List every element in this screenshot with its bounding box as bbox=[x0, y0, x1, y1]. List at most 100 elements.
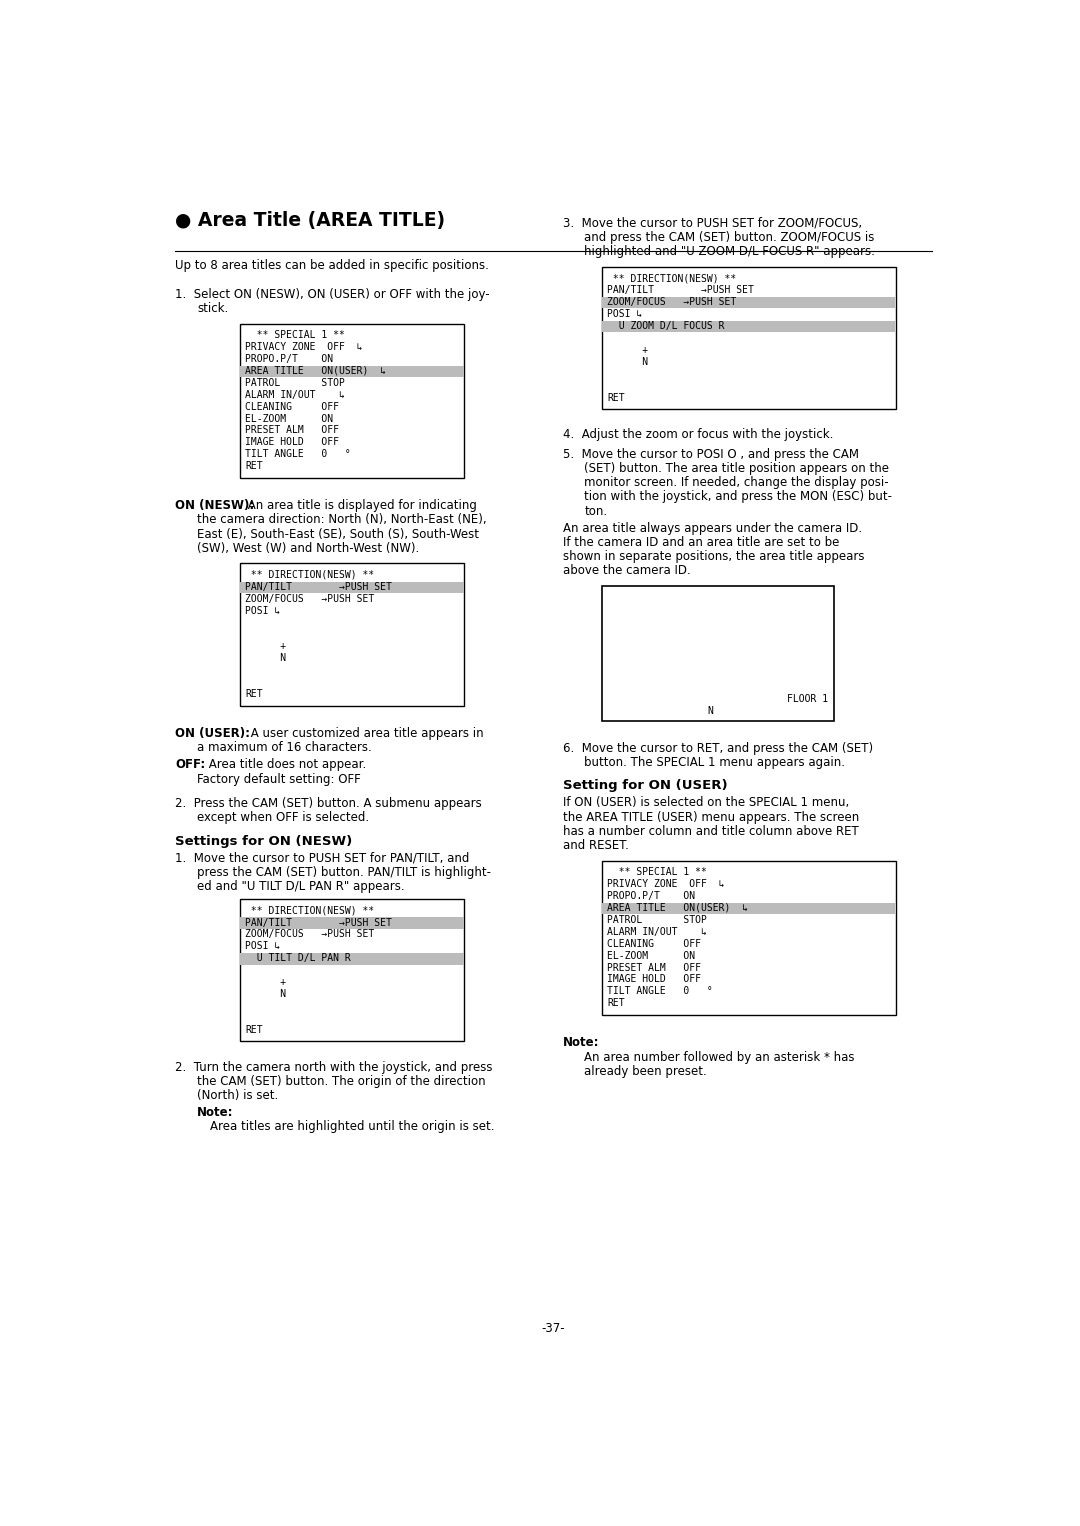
Text: N: N bbox=[245, 989, 286, 1000]
Text: A user customized area title appears in: A user customized area title appears in bbox=[246, 726, 483, 740]
Text: and press the CAM (SET) button. ZOOM/FOCUS is: and press the CAM (SET) button. ZOOM/FOC… bbox=[584, 232, 875, 244]
Text: 2.  Turn the camera north with the joystick, and press: 2. Turn the camera north with the joysti… bbox=[175, 1061, 492, 1073]
Text: Settings for ON (NESW): Settings for ON (NESW) bbox=[175, 835, 352, 847]
Text: EL-ZOOM      ON: EL-ZOOM ON bbox=[607, 951, 696, 961]
Text: 2.  Press the CAM (SET) button. A submenu appears: 2. Press the CAM (SET) button. A submenu… bbox=[175, 797, 482, 810]
Text: PRESET ALM   OFF: PRESET ALM OFF bbox=[245, 426, 339, 435]
Text: PRIVACY ZONE  OFF  ↳: PRIVACY ZONE OFF ↳ bbox=[245, 342, 363, 353]
Text: AREA TITLE   ON(USER)  ↳: AREA TITLE ON(USER) ↳ bbox=[245, 366, 386, 375]
FancyBboxPatch shape bbox=[240, 899, 464, 1041]
Text: TILT ANGLE   0   °: TILT ANGLE 0 ° bbox=[607, 986, 713, 996]
Text: PAN/TILT        →PUSH SET: PAN/TILT →PUSH SET bbox=[245, 581, 392, 592]
Text: the CAM (SET) button. The origin of the direction: the CAM (SET) button. The origin of the … bbox=[197, 1074, 486, 1088]
Text: PRIVACY ZONE  OFF  ↳: PRIVACY ZONE OFF ↳ bbox=[607, 879, 725, 890]
Text: POSI ↳: POSI ↳ bbox=[245, 942, 281, 951]
Text: tion with the joystick, and press the MON (ESC) but-: tion with the joystick, and press the MO… bbox=[584, 490, 892, 504]
Bar bbox=[241, 917, 463, 929]
Text: Setting for ON (USER): Setting for ON (USER) bbox=[563, 780, 728, 792]
Text: except when OFF is selected.: except when OFF is selected. bbox=[197, 812, 369, 824]
Text: the AREA TITLE (USER) menu appears. The screen: the AREA TITLE (USER) menu appears. The … bbox=[563, 810, 859, 824]
Text: ALARM IN/OUT    ↳: ALARM IN/OUT ↳ bbox=[245, 389, 345, 400]
Text: has a number column and title column above RET: has a number column and title column abo… bbox=[563, 826, 859, 838]
Text: (North) is set.: (North) is set. bbox=[197, 1090, 279, 1102]
Text: An area title always appears under the camera ID.: An area title always appears under the c… bbox=[563, 522, 862, 534]
Text: ZOOM/FOCUS   →PUSH SET: ZOOM/FOCUS →PUSH SET bbox=[245, 929, 375, 940]
Text: 4.  Adjust the zoom or focus with the joystick.: 4. Adjust the zoom or focus with the joy… bbox=[563, 429, 833, 441]
Text: (SET) button. The area title position appears on the: (SET) button. The area title position ap… bbox=[584, 462, 890, 475]
Text: ZOOM/FOCUS   →PUSH SET: ZOOM/FOCUS →PUSH SET bbox=[245, 594, 375, 604]
Text: PAN/TILT        →PUSH SET: PAN/TILT →PUSH SET bbox=[607, 285, 754, 296]
Text: RET: RET bbox=[245, 1025, 262, 1035]
Text: If ON (USER) is selected on the SPECIAL 1 menu,: If ON (USER) is selected on the SPECIAL … bbox=[563, 797, 849, 809]
Text: U TILT D/L PAN R: U TILT D/L PAN R bbox=[245, 954, 351, 963]
Text: ** DIRECTION(NESW) **: ** DIRECTION(NESW) ** bbox=[245, 905, 375, 916]
Text: and RESET.: and RESET. bbox=[563, 839, 629, 852]
Bar bbox=[603, 903, 895, 914]
Text: ● Area Title (AREA TITLE): ● Area Title (AREA TITLE) bbox=[175, 211, 445, 230]
Text: Note:: Note: bbox=[197, 1106, 233, 1119]
Text: N: N bbox=[707, 707, 713, 716]
Text: PRESET ALM   OFF: PRESET ALM OFF bbox=[607, 963, 701, 972]
Text: RET: RET bbox=[607, 392, 624, 403]
Text: ON (NESW):: ON (NESW): bbox=[175, 499, 255, 513]
Text: ton.: ton. bbox=[584, 505, 608, 517]
Text: 3.  Move the cursor to PUSH SET for ZOOM/FOCUS,: 3. Move the cursor to PUSH SET for ZOOM/… bbox=[563, 217, 862, 230]
Text: CLEANING     OFF: CLEANING OFF bbox=[245, 401, 339, 412]
Text: AREA TITLE   ON(USER)  ↳: AREA TITLE ON(USER) ↳ bbox=[607, 903, 748, 913]
Text: -37-: -37- bbox=[542, 1322, 565, 1335]
Text: ed and "U TILT D/L PAN R" appears.: ed and "U TILT D/L PAN R" appears. bbox=[197, 881, 405, 893]
Bar bbox=[241, 366, 463, 377]
Text: POSI ↳: POSI ↳ bbox=[607, 310, 643, 319]
Text: Note:: Note: bbox=[563, 1036, 599, 1050]
Text: PATROL       STOP: PATROL STOP bbox=[245, 378, 345, 388]
Text: already been preset.: already been preset. bbox=[584, 1065, 707, 1077]
Text: monitor screen. If needed, change the display posi-: monitor screen. If needed, change the di… bbox=[584, 476, 889, 490]
Text: East (E), South-East (SE), South (S), South-West: East (E), South-East (SE), South (S), So… bbox=[197, 528, 480, 540]
FancyBboxPatch shape bbox=[240, 324, 464, 478]
Text: CLEANING     OFF: CLEANING OFF bbox=[607, 938, 701, 949]
Text: +: + bbox=[607, 345, 648, 356]
Text: a maximum of 16 characters.: a maximum of 16 characters. bbox=[197, 742, 372, 754]
Text: 1.  Select ON (NESW), ON (USER) or OFF with the joy-: 1. Select ON (NESW), ON (USER) or OFF wi… bbox=[175, 288, 490, 301]
FancyBboxPatch shape bbox=[602, 267, 896, 409]
Text: PAN/TILT        →PUSH SET: PAN/TILT →PUSH SET bbox=[245, 917, 392, 928]
Text: OFF:: OFF: bbox=[175, 758, 205, 771]
Text: FLOOR 1: FLOOR 1 bbox=[786, 694, 828, 703]
Text: PROPO.P/T    ON: PROPO.P/T ON bbox=[245, 354, 333, 363]
Text: ON (USER):: ON (USER): bbox=[175, 726, 251, 740]
Text: RET: RET bbox=[245, 461, 262, 472]
Text: 1.  Move the cursor to PUSH SET for PAN/TILT, and: 1. Move the cursor to PUSH SET for PAN/T… bbox=[175, 852, 470, 865]
Text: +: + bbox=[245, 641, 286, 652]
Text: If the camera ID and an area title are set to be: If the camera ID and an area title are s… bbox=[563, 536, 839, 549]
Text: (SW), West (W) and North-West (NW).: (SW), West (W) and North-West (NW). bbox=[197, 542, 419, 555]
Bar bbox=[241, 954, 463, 964]
Text: press the CAM (SET) button. PAN/TILT is highlight-: press the CAM (SET) button. PAN/TILT is … bbox=[197, 865, 491, 879]
Text: IMAGE HOLD   OFF: IMAGE HOLD OFF bbox=[607, 975, 701, 984]
Text: ZOOM/FOCUS   →PUSH SET: ZOOM/FOCUS →PUSH SET bbox=[607, 298, 737, 307]
Bar bbox=[603, 298, 895, 308]
Text: button. The SPECIAL 1 menu appears again.: button. The SPECIAL 1 menu appears again… bbox=[584, 757, 846, 769]
Bar bbox=[603, 320, 895, 333]
Text: highlighted and "U ZOOM D/L FOCUS R" appears.: highlighted and "U ZOOM D/L FOCUS R" app… bbox=[584, 246, 876, 258]
Bar bbox=[241, 581, 463, 594]
FancyBboxPatch shape bbox=[240, 563, 464, 705]
Text: PROPO.P/T    ON: PROPO.P/T ON bbox=[607, 891, 696, 900]
Text: N: N bbox=[607, 357, 648, 366]
Text: ALARM IN/OUT    ↳: ALARM IN/OUT ↳ bbox=[607, 926, 706, 937]
FancyBboxPatch shape bbox=[602, 586, 834, 720]
Text: ** DIRECTION(NESW) **: ** DIRECTION(NESW) ** bbox=[245, 569, 375, 580]
Text: EL-ZOOM      ON: EL-ZOOM ON bbox=[245, 414, 333, 424]
Text: stick.: stick. bbox=[197, 302, 228, 314]
Text: +: + bbox=[245, 977, 286, 987]
Text: Area title does not appear.: Area title does not appear. bbox=[205, 758, 366, 771]
Text: An area title is displayed for indicating: An area title is displayed for indicatin… bbox=[243, 499, 476, 513]
Text: PATROL       STOP: PATROL STOP bbox=[607, 914, 706, 925]
FancyBboxPatch shape bbox=[602, 861, 896, 1015]
Text: An area number followed by an asterisk * has: An area number followed by an asterisk *… bbox=[584, 1050, 855, 1064]
Text: ** SPECIAL 1 **: ** SPECIAL 1 ** bbox=[245, 330, 345, 340]
Text: ** DIRECTION(NESW) **: ** DIRECTION(NESW) ** bbox=[607, 273, 737, 284]
Text: N: N bbox=[245, 653, 286, 664]
Text: 6.  Move the cursor to RET, and press the CAM (SET): 6. Move the cursor to RET, and press the… bbox=[563, 742, 873, 755]
Text: POSI ↳: POSI ↳ bbox=[245, 606, 281, 615]
Text: Up to 8 area titles can be added in specific positions.: Up to 8 area titles can be added in spec… bbox=[175, 258, 489, 272]
